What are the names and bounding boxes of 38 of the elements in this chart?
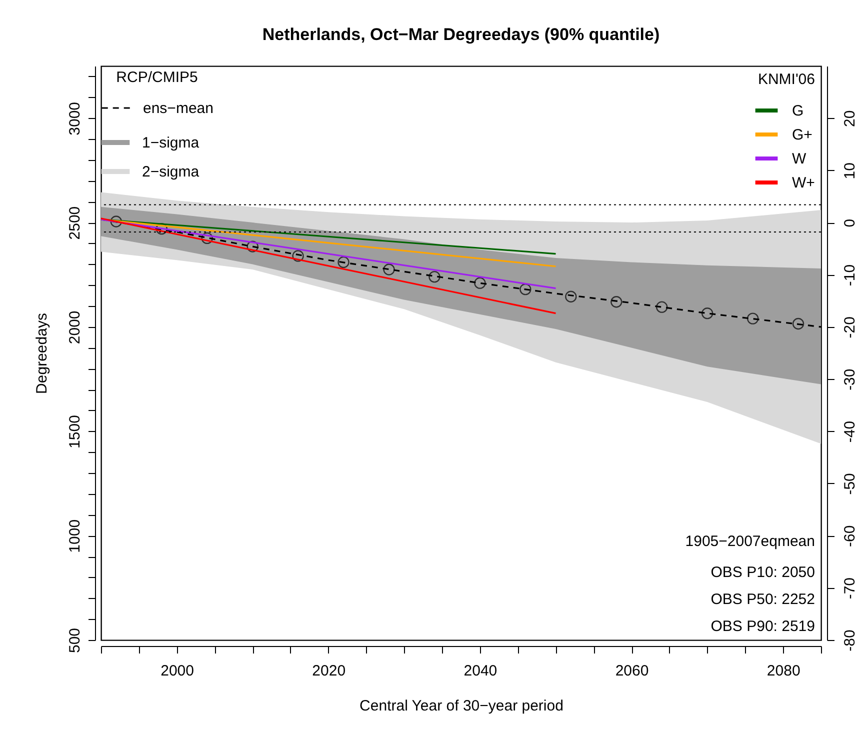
y-tick-label: 3000	[66, 102, 84, 136]
y2-tick-label: -60	[842, 525, 858, 547]
legend-label: W	[792, 150, 807, 168]
legend-label: 2−sigma	[142, 164, 200, 180]
y2-tick-label: -40	[842, 420, 858, 443]
y-tick-label: 1500	[66, 415, 84, 448]
annotation: OBS P90: 2519	[710, 618, 815, 635]
y2-tick-label: -70	[842, 577, 858, 600]
x-tick-label: 2040	[464, 662, 498, 680]
y2-tick-label: -30	[842, 368, 858, 390]
y2-tick-label: 20	[842, 110, 858, 128]
legend-label: G	[792, 102, 804, 120]
annotation: OBS P50: 2252	[710, 591, 815, 608]
x-tick-label: 2060	[615, 662, 649, 680]
text: RCP/CMIP5	[116, 69, 198, 86]
x-tick-label: 2080	[766, 662, 800, 680]
y2-tick-label: -20	[842, 316, 858, 338]
annotation: 1905−2007eqmean	[685, 533, 815, 550]
y-tick-label: 500	[66, 628, 84, 654]
y2-tick-label: 10	[842, 162, 858, 180]
annotation: OBS P10: 2050	[710, 564, 815, 581]
text: KNMI'06	[758, 71, 815, 88]
chart-title: Netherlands, Oct−Mar Degreedays (90% quantile)	[262, 25, 660, 44]
y-axis-title: Degreedays	[34, 313, 50, 394]
legend-label: W+	[792, 174, 816, 192]
y2-tick-label: -50	[842, 473, 858, 495]
y2-tick-label: -10	[842, 264, 858, 286]
x-axis-title: Central Year of 30−year period	[360, 698, 564, 714]
legend-label: 1−sigma	[142, 134, 200, 152]
y2-tick-label: -80	[842, 630, 858, 652]
y-tick-label: 2500	[66, 206, 84, 240]
x-tick-label: 2020	[312, 662, 346, 680]
y-tick-label: 2000	[66, 310, 84, 344]
legend-label: ens−mean	[143, 100, 214, 117]
x-tick-label: 2000	[160, 662, 194, 680]
y2-tick-label: 0	[842, 218, 858, 228]
legend-label: G+	[792, 126, 813, 144]
y-tick-label: 1000	[66, 519, 84, 553]
